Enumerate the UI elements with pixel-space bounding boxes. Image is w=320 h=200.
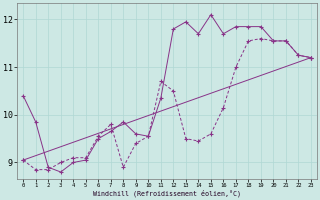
X-axis label: Windchill (Refroidissement éolien,°C): Windchill (Refroidissement éolien,°C) [93,190,241,197]
